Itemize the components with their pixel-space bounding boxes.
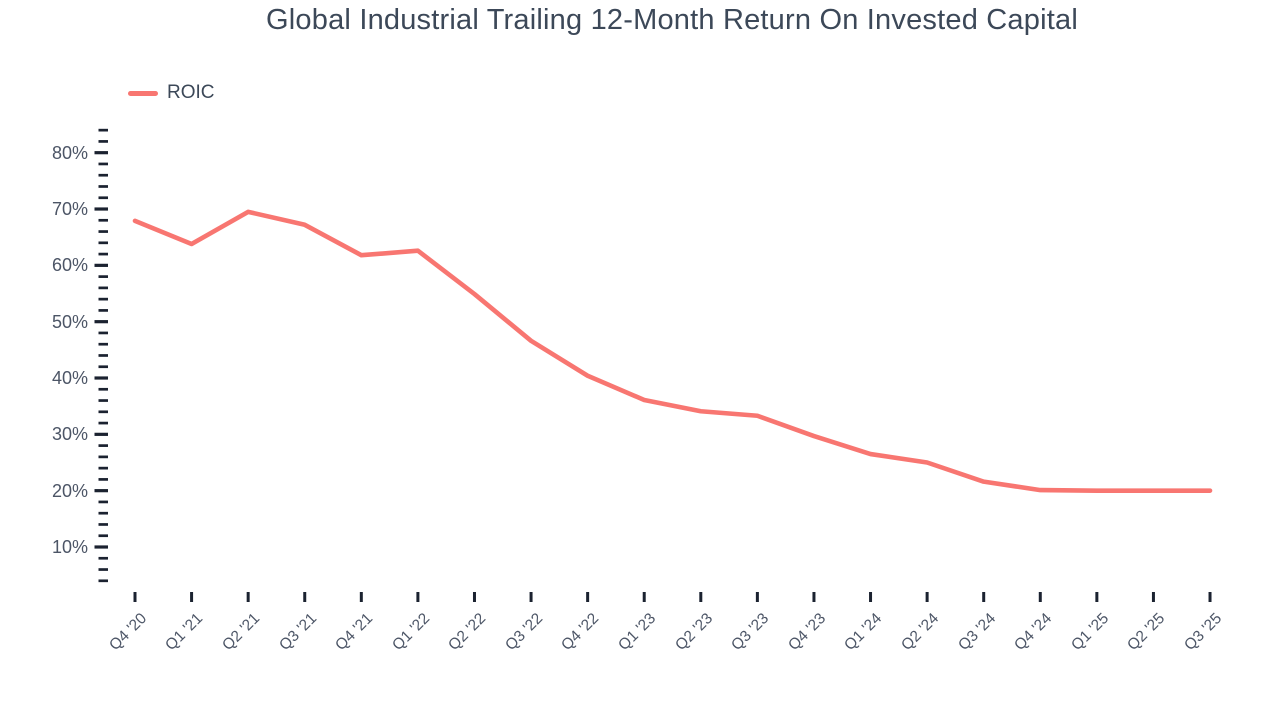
legend-item-roic[interactable]: ROIC (128, 83, 215, 103)
legend-label: ROIC (167, 82, 215, 103)
legend-line-swatch-icon (128, 90, 158, 96)
series-line-roic[interactable] (132, 209, 1213, 493)
legend: ROIC (128, 83, 215, 103)
chart-title: Global Industrial Trailing 12-Month Retu… (266, 4, 1078, 36)
